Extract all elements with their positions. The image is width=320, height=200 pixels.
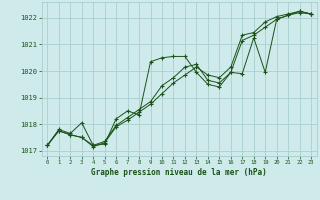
X-axis label: Graphe pression niveau de la mer (hPa): Graphe pression niveau de la mer (hPa) xyxy=(91,168,267,177)
